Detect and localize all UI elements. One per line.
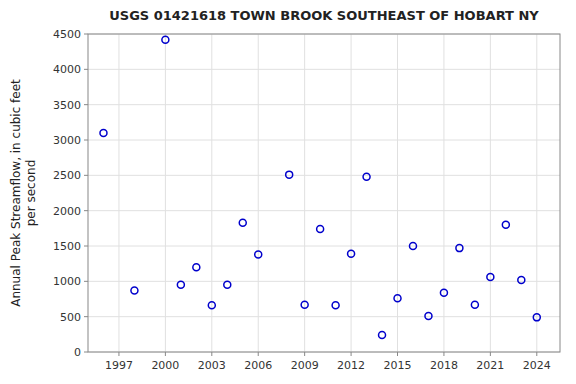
- x-tick: [118, 352, 119, 356]
- point: [471, 301, 478, 308]
- x-tick: [258, 352, 259, 356]
- x-tick: [536, 352, 537, 356]
- point: [255, 251, 262, 258]
- point: [193, 264, 200, 271]
- y-tick: [84, 210, 88, 211]
- y-tick-label: 1500: [53, 240, 81, 253]
- x-tick-label: 2024: [523, 359, 551, 372]
- x-tick-label: 2021: [476, 359, 504, 372]
- point: [379, 332, 386, 339]
- x-grid-line: [304, 34, 305, 352]
- y-tick-label: 2500: [53, 169, 81, 182]
- x-tick: [211, 352, 212, 356]
- point: [131, 287, 138, 294]
- y-tick: [84, 69, 88, 70]
- plot-frame: [88, 34, 560, 352]
- x-tick-label: 2018: [430, 359, 458, 372]
- x-tick: [304, 352, 305, 356]
- y-tick: [84, 140, 88, 141]
- y-tick: [84, 281, 88, 282]
- chart-svg: 1997 2000 2003 2006 2009 2012 2015 2018 2021 2024…: [0, 0, 576, 384]
- x-tick: [351, 352, 352, 356]
- y-tick: [84, 34, 88, 35]
- y-tick: [84, 246, 88, 247]
- axes: 1997 2000 2003 2006 2009 2012 2015 2018 2021 2024…: [53, 28, 551, 372]
- point: [239, 219, 246, 226]
- y-grid-line: [88, 104, 560, 105]
- x-grid-line: [443, 34, 444, 352]
- point: [208, 302, 215, 309]
- x-grid-line: [536, 34, 537, 352]
- y-tick: [84, 316, 88, 317]
- x-grid-line: [351, 34, 352, 352]
- x-grid-line: [211, 34, 212, 352]
- y-tick-label: 500: [60, 311, 81, 324]
- point: [224, 281, 231, 288]
- point: [332, 302, 339, 309]
- point: [502, 221, 509, 228]
- y-tick-label: 4500: [53, 28, 81, 41]
- chart-container: 1997 2000 2003 2006 2009 2012 2015 2018 2021 2024…: [0, 0, 576, 384]
- point: [317, 226, 324, 233]
- point: [487, 274, 494, 281]
- x-tick: [490, 352, 491, 356]
- x-grid-line: [165, 34, 166, 352]
- point: [363, 173, 370, 180]
- y-grid-line: [88, 69, 560, 70]
- x-tick: [397, 352, 398, 356]
- point: [440, 289, 447, 296]
- y-axis-label: Annual Peak Streamflow, in cubic feet: [9, 79, 23, 307]
- point: [533, 314, 540, 321]
- point: [162, 36, 169, 43]
- point: [301, 301, 308, 308]
- y-grid-line: [88, 175, 560, 176]
- x-tick-label: 2012: [337, 359, 365, 372]
- y-grid-line: [88, 140, 560, 141]
- point: [348, 250, 355, 257]
- y-grid-line: [88, 210, 560, 211]
- y-axis-label: per second: [24, 160, 38, 227]
- point: [518, 276, 525, 283]
- point: [425, 312, 432, 319]
- y-tick-label: 1000: [53, 275, 81, 288]
- x-grid-line: [490, 34, 491, 352]
- point: [100, 129, 107, 136]
- y-tick-label: 4000: [53, 63, 81, 76]
- y-tick: [84, 352, 88, 353]
- x-grid-line: [118, 34, 119, 352]
- x-tick: [165, 352, 166, 356]
- y-tick-label: 2000: [53, 205, 81, 218]
- x-tick-label: 2015: [384, 359, 412, 372]
- point: [409, 243, 416, 250]
- y-tick-label: 0: [74, 346, 81, 359]
- y-tick-label: 3000: [53, 134, 81, 147]
- y-tick: [84, 175, 88, 176]
- x-tick-label: 2000: [151, 359, 179, 372]
- chart-title: USGS 01421618 TOWN BROOK SOUTHEAST OF HO…: [109, 8, 539, 23]
- x-tick-label: 2009: [291, 359, 319, 372]
- point: [394, 295, 401, 302]
- points: [100, 36, 540, 338]
- y-grid-line: [88, 246, 560, 247]
- point: [456, 245, 463, 252]
- x-tick-label: 2003: [198, 359, 226, 372]
- x-tick-label: 1997: [105, 359, 133, 372]
- y-tick-label: 3500: [53, 99, 81, 112]
- x-grid-line: [397, 34, 398, 352]
- x-tick: [443, 352, 444, 356]
- point: [177, 281, 184, 288]
- grid: [88, 34, 560, 352]
- x-grid-line: [258, 34, 259, 352]
- y-tick: [84, 104, 88, 105]
- point: [286, 171, 293, 178]
- y-grid-line: [88, 316, 560, 317]
- x-tick-label: 2006: [244, 359, 272, 372]
